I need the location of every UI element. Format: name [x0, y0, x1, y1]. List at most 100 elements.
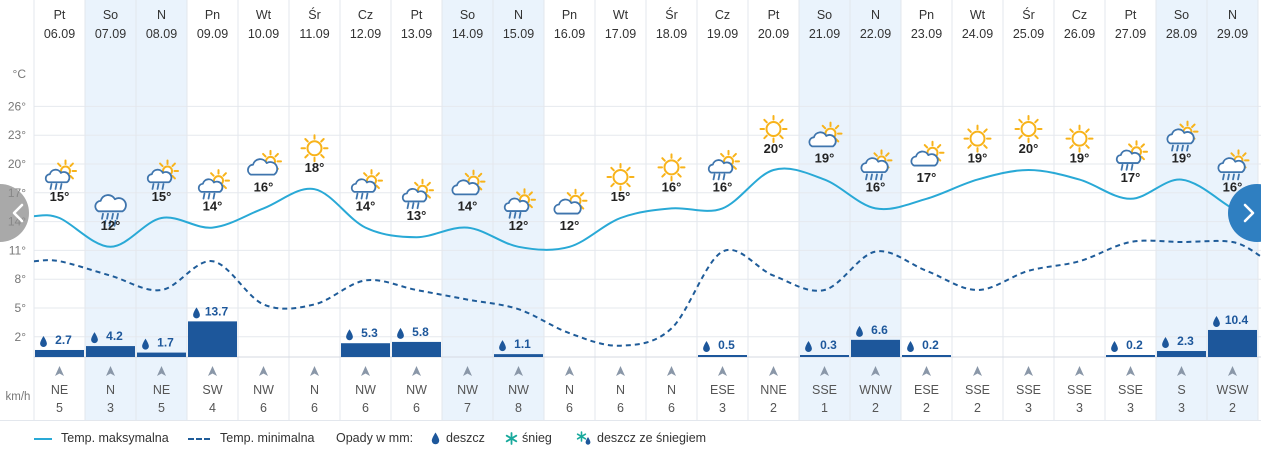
date-label: 18.09 — [656, 27, 687, 41]
max-temp-label: 16° — [866, 179, 886, 194]
sunny-icon — [657, 153, 686, 182]
rain-drop — [1237, 173, 1240, 181]
rain-amount-text: 0.2 — [922, 338, 939, 352]
rain-drop — [161, 183, 165, 190]
legend-precip-label: Opady w mm: — [336, 431, 414, 445]
wind-speed-label: 2 — [1229, 401, 1236, 415]
cloud-shape — [44, 168, 71, 184]
wind-arrow-icon — [769, 366, 778, 376]
weekend-column-bg — [442, 0, 493, 420]
rain-drop — [880, 173, 883, 181]
day-of-week-label: Śr — [308, 7, 321, 22]
wind-arrow-icon — [463, 366, 472, 376]
day-of-week-label: Pn — [205, 8, 220, 22]
max-temp-label: 17° — [1121, 170, 1141, 185]
wind-speed-label: 2 — [770, 401, 777, 415]
wind-direction-label: WSW — [1217, 383, 1249, 397]
wind-direction-label: SSE — [965, 383, 990, 397]
wind-speed-label: 3 — [1127, 401, 1134, 415]
max-temp-label: 20° — [764, 141, 784, 156]
rain-drop — [406, 202, 410, 210]
rain-cloud-icon — [1166, 120, 1199, 152]
wind-direction-label: N — [616, 383, 625, 397]
max-temp-label: 19° — [968, 151, 988, 166]
wind-arrow-icon — [1075, 366, 1084, 376]
max-temp-label: 15° — [152, 189, 172, 204]
rain-amount-text: 2.7 — [55, 333, 72, 347]
wind-arrow-icon — [259, 366, 268, 376]
wind-speed-label: 2 — [923, 401, 930, 415]
wind-arrow-icon — [1024, 366, 1033, 376]
day-of-week-label: N — [157, 8, 166, 22]
weekend-column-bg — [1156, 0, 1207, 420]
raindrop-icon — [499, 340, 506, 352]
wind-direction-label: SSE — [1016, 383, 1041, 397]
partly-cloudy-showers-icon — [44, 159, 77, 190]
date-label: 29.09 — [1217, 27, 1248, 41]
wind-arrow-icon — [1177, 366, 1186, 376]
wind-speed-label: 6 — [566, 401, 573, 415]
date-label: 23.09 — [911, 27, 942, 41]
date-label: 11.09 — [299, 27, 329, 41]
rain-drop — [59, 183, 63, 190]
wind-arrow-icon — [1228, 366, 1237, 376]
min-temperature-line — [33, 239, 1261, 347]
max-temp-label: 14° — [458, 199, 478, 214]
rain-amount-label: 5.3 — [346, 326, 378, 340]
rain-amount-text: 5.8 — [412, 325, 429, 339]
sun-shape — [300, 134, 329, 163]
rain-amount-label: 2.3 — [1162, 334, 1194, 348]
date-label: 28.09 — [1166, 27, 1197, 41]
sun-shape — [1014, 115, 1043, 143]
rain-amount-text: 0.2 — [1126, 338, 1143, 352]
wind-arrow-icon — [1126, 366, 1135, 376]
max-temp-label: 19° — [1070, 151, 1090, 166]
partly-cloudy-showers-icon — [503, 188, 536, 219]
sunny-icon — [1014, 115, 1043, 143]
partly-cloudy-icon — [808, 121, 843, 148]
wind-arrow-icon — [55, 366, 64, 376]
y-tick-label: 8° — [15, 272, 27, 286]
rain-drop — [712, 173, 716, 181]
max-temp-label: 16° — [713, 179, 733, 194]
wind-direction-label: SSE — [1118, 383, 1143, 397]
sunny-icon — [759, 115, 788, 143]
wind-direction-label: NE — [153, 383, 170, 397]
heavy-rain-cloud-icon — [94, 194, 127, 227]
date-label: 07.09 — [95, 27, 126, 41]
max-temp-label: 20° — [1019, 141, 1039, 156]
date-label: 08.09 — [146, 27, 177, 41]
wind-direction-label: SW — [202, 383, 222, 397]
date-label: 27.09 — [1115, 27, 1146, 41]
day-of-week-label: Pn — [562, 8, 577, 22]
cloud-shape — [350, 178, 377, 193]
day-of-week-label: N — [514, 8, 523, 22]
rain-drop — [1186, 144, 1189, 152]
day-of-week-label: So — [817, 8, 832, 22]
rain-amount-label: 6.6 — [856, 323, 888, 337]
rain-amount-text: 1.7 — [157, 336, 174, 350]
raindrop-icon — [431, 432, 440, 445]
rain-amount-text: 1.1 — [514, 337, 531, 351]
rain-drop — [1125, 163, 1129, 171]
day-of-week-label: Wt — [970, 8, 986, 22]
wind-speed-label: 7 — [464, 401, 471, 415]
rain-drop — [518, 211, 522, 219]
rain-amount-text: 5.3 — [361, 326, 378, 340]
rain-bar — [341, 343, 390, 357]
y-tick-label: 23° — [8, 128, 26, 142]
date-label: 10.09 — [248, 27, 279, 41]
raindrop-icon — [397, 327, 404, 339]
max-temp-label: 17° — [917, 170, 937, 185]
rain-drop — [717, 173, 721, 181]
wind-speed-label: 6 — [668, 401, 675, 415]
day-of-week-label: Cz — [715, 8, 730, 22]
sunny-icon — [300, 134, 329, 163]
raindrop-icon — [1162, 337, 1169, 349]
raindrop-icon — [856, 325, 863, 337]
rain-drop — [108, 219, 112, 227]
wind-speed-label: 3 — [1178, 401, 1185, 415]
rain-drop — [113, 219, 117, 227]
legend-snow-label: śnieg — [522, 431, 552, 445]
wind-direction-label: WNW — [859, 383, 892, 397]
